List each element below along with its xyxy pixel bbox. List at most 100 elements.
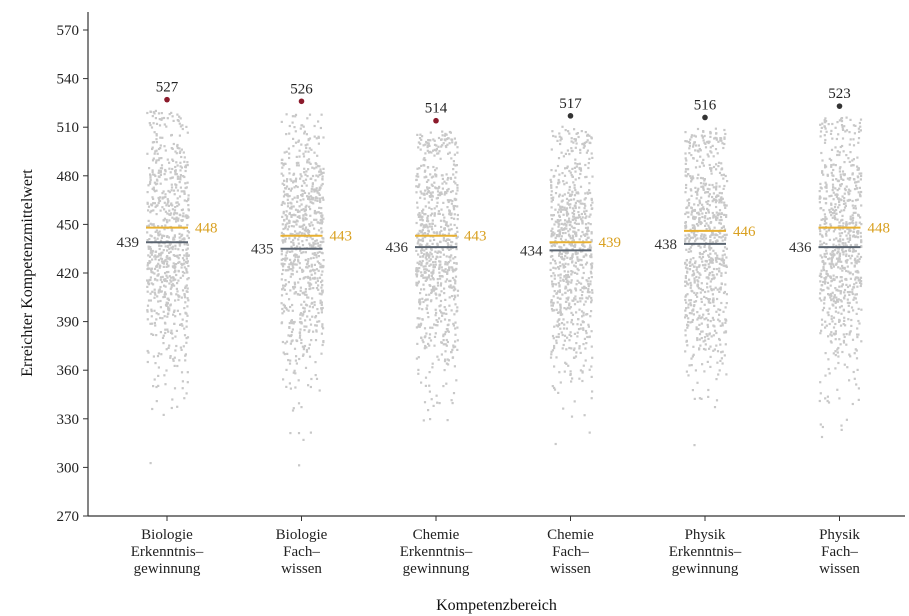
data-point <box>282 190 286 193</box>
data-point <box>306 143 309 146</box>
data-point <box>322 167 325 170</box>
x-category-label: wissen <box>819 561 860 577</box>
data-point <box>854 207 857 210</box>
data-point <box>180 323 183 326</box>
data-point <box>718 267 721 270</box>
data-point <box>318 222 322 225</box>
data-point <box>696 311 699 314</box>
data-point <box>446 242 449 245</box>
data-point <box>563 174 567 177</box>
data-point <box>417 141 420 144</box>
data-point <box>556 325 560 328</box>
data-point <box>854 348 857 351</box>
data-point <box>720 357 723 360</box>
data-point <box>314 240 317 243</box>
data-point <box>303 310 306 313</box>
data-point <box>306 315 309 318</box>
data-point <box>282 162 285 165</box>
data-point <box>316 279 319 282</box>
data-point <box>163 208 166 211</box>
data-point <box>839 210 842 214</box>
data-point <box>173 284 176 287</box>
data-point <box>688 152 691 155</box>
data-point <box>575 191 578 194</box>
data-point <box>311 185 314 188</box>
data-point <box>575 283 578 286</box>
data-point <box>712 297 715 300</box>
data-point <box>578 216 581 219</box>
data-point <box>588 141 591 144</box>
data-point <box>315 163 318 166</box>
data-point <box>553 365 556 368</box>
data-point <box>152 333 155 336</box>
data-point <box>566 306 569 309</box>
data-point <box>696 159 699 162</box>
data-point <box>710 221 713 224</box>
data-point <box>854 293 857 296</box>
data-point <box>149 247 152 251</box>
data-point <box>415 283 418 286</box>
data-point <box>708 140 711 143</box>
data-point <box>574 188 577 192</box>
data-point <box>177 203 181 206</box>
data-point <box>429 239 432 242</box>
data-point <box>428 344 431 347</box>
data-point <box>443 227 446 230</box>
data-point <box>320 231 323 234</box>
data-point <box>302 353 305 356</box>
data-point <box>441 314 444 317</box>
data-point <box>289 207 292 210</box>
data-point <box>293 180 296 183</box>
data-point <box>821 235 824 238</box>
data-point <box>834 306 837 309</box>
data-point <box>860 174 863 178</box>
data-point <box>451 199 454 203</box>
data-point <box>448 256 451 259</box>
data-point <box>691 290 694 293</box>
data-point <box>549 255 553 258</box>
data-point <box>317 255 320 258</box>
data-point <box>854 244 857 247</box>
data-point <box>716 288 719 291</box>
data-point <box>834 249 837 252</box>
data-point <box>287 147 290 150</box>
data-point <box>310 221 313 224</box>
data-point <box>698 272 701 275</box>
data-point <box>703 295 706 298</box>
data-point <box>710 278 713 281</box>
data-point <box>820 275 823 279</box>
data-point <box>559 265 562 268</box>
data-point <box>439 284 442 287</box>
data-point <box>834 367 837 370</box>
data-point <box>570 225 573 228</box>
data-point <box>443 318 447 321</box>
data-point <box>418 263 421 266</box>
data-point <box>707 298 710 301</box>
data-point <box>288 268 291 271</box>
data-point <box>314 212 317 215</box>
data-point <box>856 285 859 288</box>
data-point <box>718 369 721 372</box>
data-point <box>848 284 851 287</box>
data-point <box>149 246 152 249</box>
data-point <box>453 261 456 265</box>
data-point <box>294 372 297 375</box>
data-point <box>424 256 427 259</box>
data-point <box>850 262 853 265</box>
data-point <box>854 297 857 300</box>
data-point <box>294 214 297 217</box>
data-point <box>284 240 287 243</box>
data-point <box>435 319 438 322</box>
data-point <box>425 251 428 254</box>
data-point <box>318 173 321 176</box>
data-point <box>586 191 589 194</box>
data-point <box>310 148 313 151</box>
data-point <box>853 352 856 355</box>
data-point <box>439 309 442 312</box>
data-point <box>852 370 855 374</box>
data-point <box>181 208 184 211</box>
data-point <box>148 278 151 282</box>
data-point <box>184 353 187 356</box>
data-point <box>168 243 172 247</box>
data-point <box>427 269 430 272</box>
